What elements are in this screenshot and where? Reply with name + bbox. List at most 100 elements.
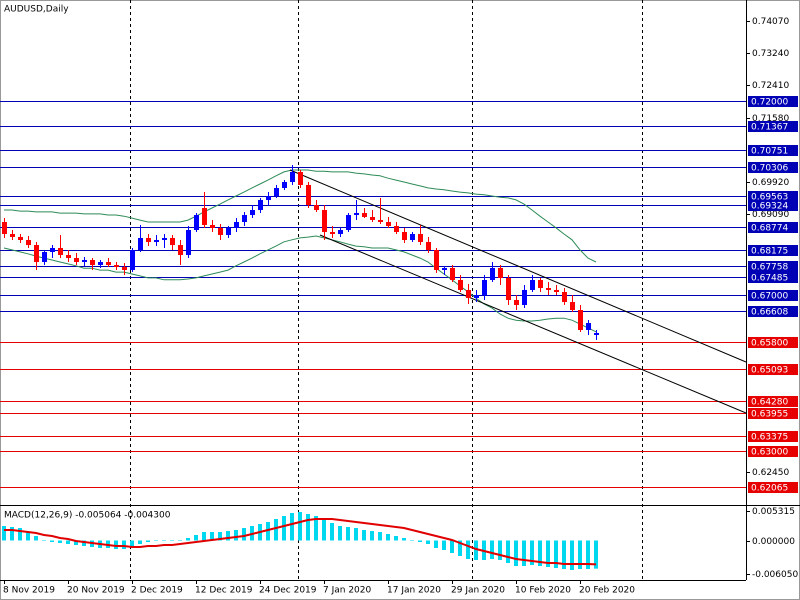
- macd-bar: [34, 536, 38, 541]
- level-label-box: [748, 162, 798, 173]
- macd-bar: [386, 534, 390, 541]
- macd-bar: [26, 532, 30, 541]
- chart-title: AUDUSD,Daily: [4, 5, 69, 15]
- macd-bar: [426, 540, 430, 544]
- macd-bar: [282, 516, 286, 541]
- candle-body: [402, 232, 407, 241]
- level-label-box: [748, 482, 798, 493]
- macd-bar: [122, 540, 126, 549]
- candle-body: [26, 240, 31, 246]
- x-tick-label: 20 Feb 2020: [579, 586, 635, 596]
- axis-layer: 0.74070 0.73240 0.72410 0.71580 0.69920 0.690…: [3, 17, 798, 596]
- macd-bar: [58, 540, 62, 543]
- candle-body: [306, 184, 311, 206]
- macd-bar: [242, 528, 246, 541]
- candle-body: [202, 207, 207, 225]
- candle-body: [450, 267, 455, 281]
- y-tick-label: 0.74070: [752, 17, 789, 27]
- candle-body: [346, 215, 351, 230]
- x-tick-label: 24 Dec 2019: [259, 586, 317, 596]
- candle-body: [370, 216, 375, 220]
- indicator-title: MACD(12,26,9) -0.005064 -0.004300: [4, 511, 171, 521]
- macd-bar: [538, 540, 542, 566]
- macd-bar: [298, 512, 302, 541]
- x-tick-label: 10 Feb 2020: [515, 586, 571, 596]
- candle-body: [586, 323, 591, 330]
- level-label-box: [748, 96, 798, 107]
- level-label: 0.69324: [751, 202, 788, 212]
- candle-body: [546, 288, 551, 290]
- level-label: 0.70306: [751, 164, 788, 174]
- macd-bar: [50, 540, 54, 542]
- macd-bar: [490, 540, 494, 559]
- level-label: 0.69563: [751, 193, 788, 203]
- level-label: 0.63375: [751, 433, 788, 443]
- candle-body: [250, 210, 255, 216]
- candle-body: [114, 264, 119, 268]
- candle-body: [506, 277, 511, 300]
- macd-bar: [458, 540, 462, 556]
- level-label-box: [748, 396, 798, 407]
- background-layer: [130, 0, 643, 580]
- macd-bar: [354, 528, 358, 541]
- macd-bar: [410, 540, 414, 541]
- y-tick-label: 0.73240: [752, 49, 789, 59]
- macd-bar: [290, 513, 294, 541]
- candle-body: [234, 221, 239, 229]
- level-label-box: [748, 222, 798, 233]
- level-label-box: [748, 290, 798, 301]
- macd-bar: [130, 540, 134, 547]
- candle-body: [290, 171, 295, 182]
- candle-body: [210, 224, 215, 229]
- macd-bar: [530, 540, 534, 565]
- macd-bar: [434, 540, 438, 548]
- x-tick-label: 7 Jan 2020: [323, 586, 371, 596]
- macd-bar: [266, 522, 270, 541]
- macd-bar: [194, 535, 198, 541]
- y-tick-label: 0.62450: [752, 468, 789, 478]
- macd-bar: [362, 530, 366, 541]
- candle-body: [18, 236, 23, 241]
- candle-body: [322, 210, 327, 233]
- level-label: 0.68774: [751, 224, 788, 234]
- macd-bar: [162, 540, 166, 541]
- macd-bar: [234, 530, 238, 541]
- level-label-box: [748, 364, 798, 375]
- candle-body: [34, 245, 39, 263]
- candle-body: [274, 188, 279, 197]
- macd-bar: [450, 540, 454, 553]
- candle-body: [186, 229, 191, 255]
- macd-bar: [514, 540, 518, 566]
- level-label: 0.72000: [751, 98, 788, 108]
- candle-body: [562, 292, 567, 303]
- candle-body: [66, 254, 71, 259]
- candle-body: [386, 221, 391, 226]
- macd-bar: [186, 538, 190, 541]
- macd-bar: [66, 540, 70, 544]
- level-label-box: [748, 446, 798, 457]
- candle-body: [122, 267, 127, 271]
- x-tick-label: 17 Jan 2020: [387, 586, 441, 596]
- macd-bar: [138, 540, 142, 544]
- level-label-box: [748, 145, 798, 156]
- macd-bar: [10, 527, 14, 541]
- macd-bar: [466, 540, 470, 559]
- macd-bar: [218, 532, 222, 541]
- plot-layer: [0, 101, 747, 570]
- x-tick-label: 8 Nov 2019: [3, 586, 55, 596]
- time-axis-area: [1, 581, 799, 599]
- candle-body: [338, 229, 343, 234]
- candle-body: [146, 237, 151, 242]
- candle-body: [2, 221, 7, 234]
- macd-bar: [330, 523, 334, 541]
- candle-body: [74, 258, 79, 263]
- x-tick-label: 20 Nov 2019: [67, 586, 125, 596]
- candle-body: [106, 262, 111, 265]
- macd-bar: [2, 526, 6, 541]
- indicator-tick-label: 0.005315: [752, 507, 795, 517]
- macd-bar: [274, 519, 278, 541]
- macd-bar: [74, 540, 78, 545]
- channel-line: [319, 234, 747, 414]
- macd-bar: [562, 540, 566, 569]
